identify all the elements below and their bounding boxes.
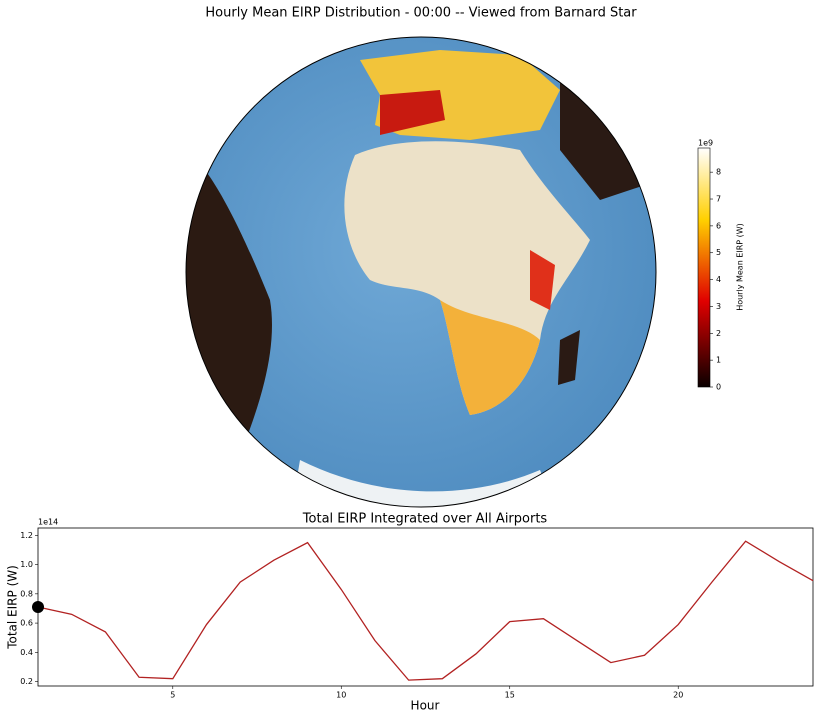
y-tick-label: 0.6 [20, 619, 33, 628]
east-africa [530, 250, 555, 310]
europe-west [380, 90, 445, 135]
colorbar-tick-label: 2 [716, 329, 721, 338]
y-tick-label: 1.2 [20, 531, 33, 540]
colorbar-tick-label: 5 [716, 248, 721, 257]
line [37, 540, 814, 681]
current-hour-marker [32, 601, 44, 613]
x-tick-label: 10 [336, 691, 346, 700]
colorbar-tick-label: 8 [716, 168, 721, 177]
globe-outline [185, 36, 657, 508]
colorbar-offset: 1e9 [698, 139, 713, 148]
y-axis-label: Total EIRP (W) [6, 565, 20, 650]
colorbar [697, 147, 711, 388]
y-tick-label: 0.2 [20, 677, 33, 686]
madagascar [558, 330, 580, 385]
colorbar-tick-label: 4 [716, 275, 721, 284]
x-tick-label: 15 [505, 691, 515, 700]
plot-frame [37, 527, 814, 687]
globe [186, 37, 656, 507]
y-tick-label: 0.8 [20, 589, 33, 598]
colorbar-tick-label: 1 [716, 356, 721, 365]
line-title: Total EIRP Integrated over All Airports [302, 512, 548, 527]
x-tick-label: 20 [673, 691, 683, 700]
map-title: Hourly Mean EIRP Distribution - 00:00 --… [205, 6, 637, 21]
colorbar-label: Hourly Mean EIRP (W) [736, 223, 745, 311]
y-offset: 1e14 [38, 518, 58, 527]
africa-south [440, 300, 540, 415]
colorbar-tick-label: 0 [716, 383, 721, 392]
colorbar-tick-label: 7 [716, 195, 721, 204]
x-axis-label: Hour [411, 699, 440, 713]
colorbar-tick-label: 6 [716, 221, 721, 230]
y-tick-label: 1.0 [20, 560, 33, 569]
x-tick-label: 5 [170, 691, 175, 700]
y-tick-label: 0.4 [20, 648, 33, 657]
colorbar-tick-label: 3 [716, 302, 721, 311]
